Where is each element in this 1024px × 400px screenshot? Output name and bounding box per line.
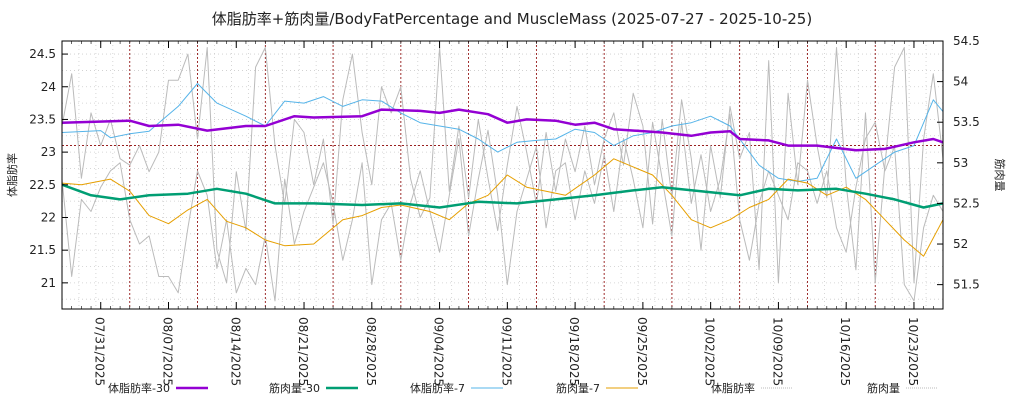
x-tick-label: 08/28/2025 xyxy=(364,317,378,386)
y-tick-label: 24 xyxy=(41,80,56,94)
series-line-3 xyxy=(61,158,944,257)
y-axis-label: 体脂肪率 xyxy=(5,153,19,197)
y-tick-label: 23 xyxy=(41,145,56,159)
legend-label: 筋肉量-30 xyxy=(269,381,320,395)
y2-axis-label: 筋肉量 xyxy=(993,159,1007,192)
x-tick-label: 10/16/2025 xyxy=(838,317,852,386)
series-line-1 xyxy=(61,183,944,209)
x-tick-label: 08/07/2025 xyxy=(160,317,174,386)
y2-tick-label: 53 xyxy=(953,156,968,170)
week-markers xyxy=(62,41,943,309)
x-tick-label: 10/02/2025 xyxy=(703,317,717,386)
y-tick-label: 22 xyxy=(41,210,56,224)
legend-label: 体脂肪率-30 xyxy=(108,381,170,395)
plot-frame xyxy=(61,40,944,310)
y-tick-label: 21.5 xyxy=(29,243,56,257)
x-tick-label: 07/31/2025 xyxy=(93,317,107,386)
legend-label: 体脂肪率 xyxy=(711,381,755,395)
x-tick-label: 08/14/2025 xyxy=(228,317,242,386)
x-tick-label: 10/09/2025 xyxy=(770,317,784,386)
y2-tick-label: 52 xyxy=(953,237,968,251)
x-tick-label: 09/04/2025 xyxy=(432,317,446,386)
y2-tick-label: 53.5 xyxy=(953,115,980,129)
y2-tick-label: 51.5 xyxy=(953,278,980,292)
y-tick-label: 24.5 xyxy=(29,47,56,61)
series-line-0 xyxy=(61,108,944,152)
series-line-2 xyxy=(61,83,944,182)
axes: 21 21.5 22 22.5 23 23.5 24 24.5 51.5 52 52.5 53 53.5… xyxy=(29,34,979,386)
y-tick-label: 23.5 xyxy=(29,112,56,126)
legend-label: 筋肉量 xyxy=(867,381,900,395)
x-tick-label: 09/18/2025 xyxy=(567,317,581,386)
legend: 体脂肪率-30 筋肉量-30 体脂肪率-7 筋肉量-7 体脂肪率 筋肉量 xyxy=(108,381,938,395)
y-tick-label: 21 xyxy=(41,276,56,290)
x-tick-label: 08/21/2025 xyxy=(296,317,310,386)
grid xyxy=(61,41,944,309)
legend-label: 体脂肪率-7 xyxy=(410,381,465,395)
x-tick-label: 10/23/2025 xyxy=(906,317,920,386)
x-tick-label: 09/11/2025 xyxy=(499,317,513,386)
legend-label: 筋肉量-7 xyxy=(556,381,600,395)
y-tick-label: 22.5 xyxy=(29,178,56,192)
series-lines xyxy=(61,47,944,302)
y2-tick-label: 52.5 xyxy=(953,196,980,210)
series-line-5 xyxy=(61,113,944,302)
y2-tick-label: 54 xyxy=(953,75,968,89)
chart-title: 体脂肪率+筋肉量/BodyFatPercentage and MuscleMas… xyxy=(212,10,812,28)
x-tick-label: 09/25/2025 xyxy=(635,317,649,386)
y2-tick-label: 54.5 xyxy=(953,34,980,48)
